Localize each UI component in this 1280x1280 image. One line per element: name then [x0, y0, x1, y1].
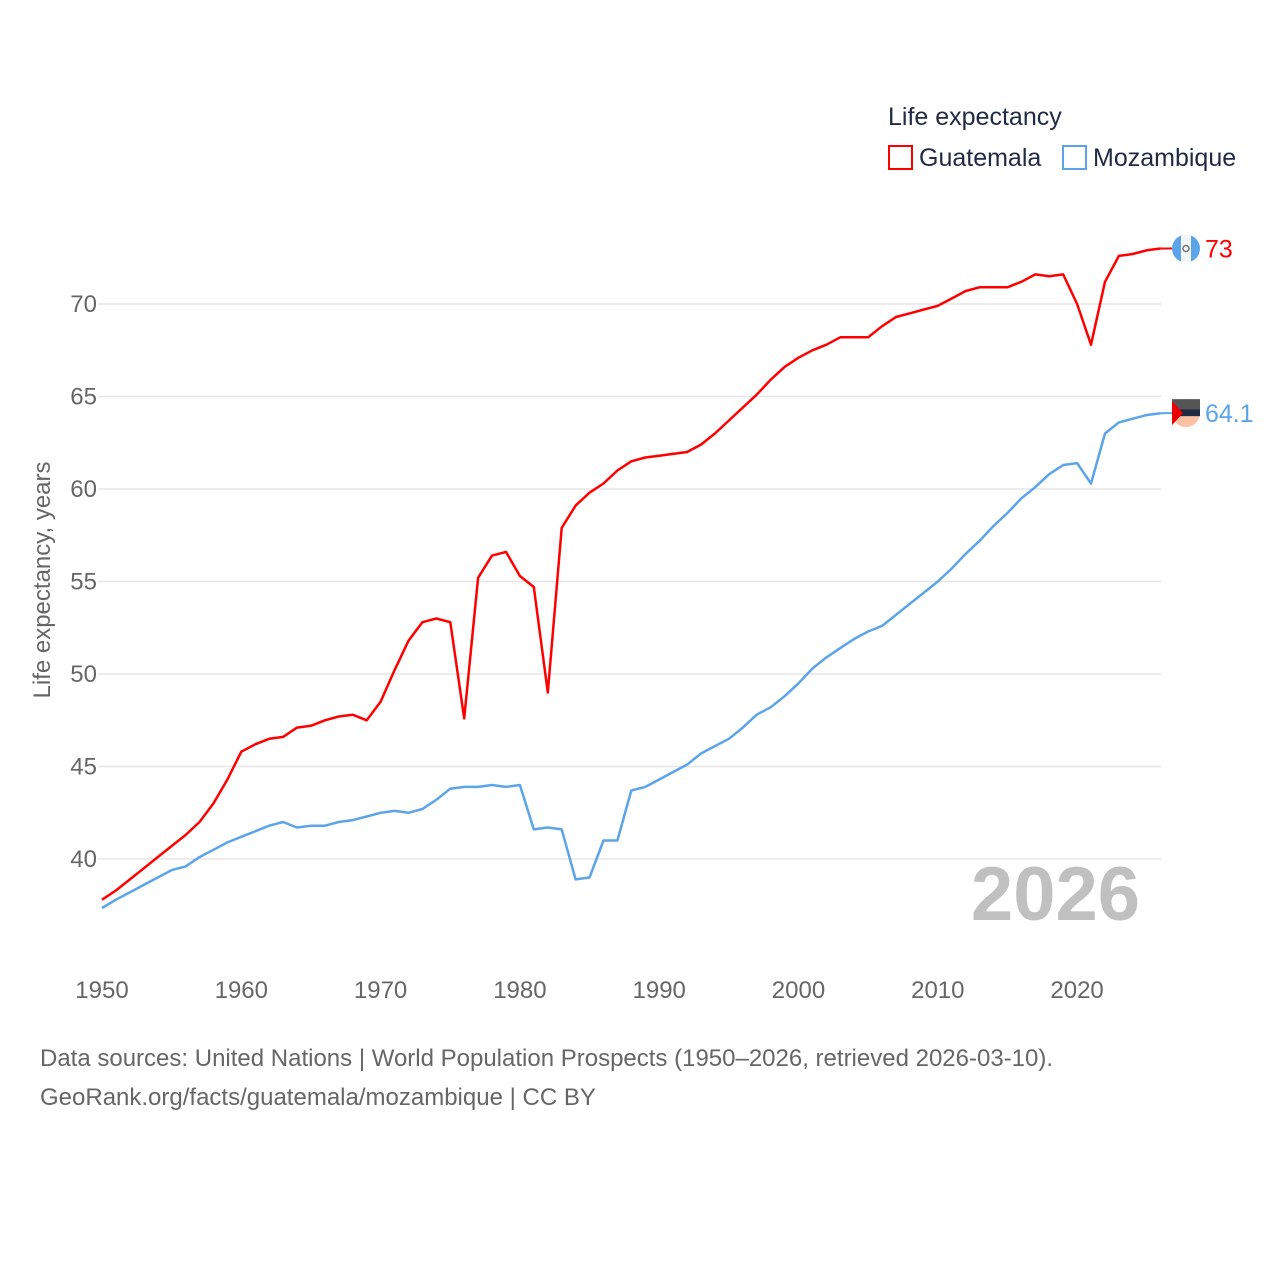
current-year-watermark: 2026	[971, 852, 1140, 937]
legend-label-guatemala: Guatemala	[919, 144, 1041, 172]
y-tick-label: 70	[70, 291, 97, 318]
footer-sources: Data sources: United Nations | World Pop…	[40, 1045, 1054, 1072]
x-tick-label: 2020	[1050, 977, 1103, 1004]
legend-item-mozambique[interactable]: Mozambique	[1062, 144, 1236, 172]
x-tick-label: 1970	[354, 977, 407, 1004]
series-line-guatemala	[101, 247, 1161, 901]
x-tick-label: 1960	[215, 977, 268, 1004]
y-tick-label: 45	[70, 754, 97, 781]
y-axis-label: Life expectancy, years	[29, 461, 56, 698]
x-tick-label: 2000	[772, 977, 825, 1004]
x-tick-label: 1980	[493, 977, 546, 1004]
x-tick-label: 1950	[75, 977, 128, 1004]
end-value-label-mozambique: 64.1	[1205, 400, 1254, 428]
end-value-label-guatemala: 73	[1205, 236, 1233, 264]
legend-item-guatemala[interactable]: Guatemala	[888, 144, 1041, 172]
y-tick-label: 55	[70, 569, 97, 596]
y-tick-label: 40	[70, 846, 97, 873]
y-tick-label: 50	[70, 661, 97, 688]
guatemala-flag-icon	[1172, 234, 1200, 263]
legend-swatch-mozambique	[1062, 145, 1087, 170]
legend-swatch-guatemala	[888, 145, 913, 170]
x-tick-label: 1990	[633, 977, 686, 1004]
y-tick-label: 65	[70, 384, 97, 411]
legend-label-mozambique: Mozambique	[1093, 144, 1236, 172]
legend-title: Life expectancy	[888, 103, 1062, 131]
mozambique-flag-icon	[1172, 399, 1200, 428]
footer-link[interactable]: GeoRank.org/facts/guatemala/mozambique |…	[40, 1084, 596, 1111]
y-tick-label: 60	[70, 476, 97, 503]
series-line-mozambique	[101, 411, 1161, 910]
x-tick-label: 2010	[911, 977, 964, 1004]
